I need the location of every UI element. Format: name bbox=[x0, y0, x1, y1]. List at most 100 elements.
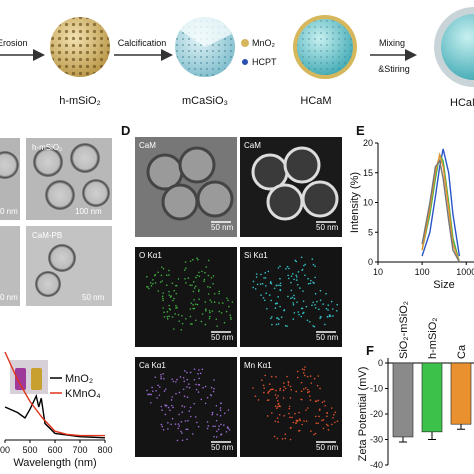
signal-dot bbox=[159, 281, 162, 283]
signal-dot bbox=[300, 390, 303, 393]
signal-dot bbox=[218, 292, 220, 295]
series-line bbox=[4, 351, 105, 437]
signal-dot bbox=[288, 405, 291, 408]
y-tick-label: 0 bbox=[368, 257, 373, 267]
signal-dot bbox=[168, 304, 170, 307]
signal-dot bbox=[271, 316, 273, 318]
signal-dot bbox=[273, 435, 276, 438]
signal-dot bbox=[256, 283, 259, 286]
signal-dot bbox=[168, 269, 170, 272]
signal-dot bbox=[193, 287, 196, 289]
signal-dot bbox=[231, 301, 234, 303]
legend-label: MnO₂ bbox=[252, 38, 276, 48]
panel-letter: D bbox=[121, 123, 130, 138]
signal-dot bbox=[168, 315, 170, 318]
signal-dot bbox=[269, 280, 272, 283]
signal-dot bbox=[274, 394, 277, 396]
signal-dot bbox=[297, 271, 300, 273]
signal-dot bbox=[298, 418, 301, 420]
signal-dot bbox=[215, 419, 218, 422]
signal-dot bbox=[284, 324, 287, 327]
signal-dot bbox=[311, 258, 314, 260]
signal-dot bbox=[216, 325, 218, 327]
signal-dot bbox=[255, 276, 258, 278]
signal-dot bbox=[171, 282, 174, 284]
signal-dot bbox=[280, 316, 283, 318]
signal-dot bbox=[274, 405, 277, 408]
signal-dot bbox=[201, 313, 204, 315]
signal-dot bbox=[269, 388, 272, 391]
signal-dot bbox=[184, 261, 187, 263]
signal-dot bbox=[307, 388, 309, 391]
signal-dot bbox=[276, 317, 279, 319]
signal-dot bbox=[331, 308, 334, 310]
signal-dot bbox=[266, 415, 269, 417]
signal-dot bbox=[316, 300, 318, 303]
signal-dot bbox=[148, 287, 150, 290]
signal-dot bbox=[211, 412, 214, 414]
signal-dot bbox=[193, 402, 196, 405]
scale-bar: 50 nm bbox=[211, 443, 234, 452]
signal-dot bbox=[225, 310, 228, 313]
signal-dot bbox=[295, 276, 298, 278]
image-label: O Kα1 bbox=[139, 251, 162, 260]
x-axis-label: Size bbox=[433, 279, 454, 291]
signal-dot bbox=[270, 317, 272, 320]
signal-dot bbox=[167, 422, 169, 424]
scale-bar: 50 nm bbox=[316, 333, 339, 342]
series-line bbox=[4, 393, 106, 439]
signal-dot bbox=[215, 404, 218, 407]
signal-dot bbox=[210, 276, 213, 279]
signal-dot bbox=[220, 312, 223, 314]
signal-dot bbox=[160, 373, 162, 376]
signal-dot bbox=[312, 263, 315, 266]
signal-dot bbox=[176, 378, 178, 381]
signal-dot bbox=[325, 292, 327, 295]
signal-dot bbox=[193, 307, 196, 310]
signal-dot bbox=[336, 420, 339, 422]
image-label: Mn Kα1 bbox=[244, 361, 272, 370]
signal-dot bbox=[180, 430, 182, 433]
signal-dot bbox=[318, 409, 321, 411]
signal-dot bbox=[170, 295, 173, 297]
signal-dot bbox=[204, 385, 207, 388]
signal-dot bbox=[276, 407, 278, 410]
signal-dot bbox=[213, 292, 216, 295]
signal-dot bbox=[292, 421, 295, 424]
signal-dot bbox=[219, 407, 222, 409]
signal-dot bbox=[264, 374, 267, 377]
signal-dot bbox=[288, 412, 290, 415]
signal-dot bbox=[173, 289, 175, 292]
signal-dot bbox=[171, 378, 173, 380]
signal-dot bbox=[158, 394, 161, 396]
signal-dot bbox=[321, 401, 324, 404]
signal-dot bbox=[178, 425, 181, 427]
signal-dot bbox=[289, 438, 292, 441]
signal-dot bbox=[268, 294, 271, 296]
signal-dot bbox=[196, 303, 199, 306]
signal-dot bbox=[183, 269, 186, 271]
signal-dot bbox=[229, 314, 231, 316]
signal-dot bbox=[174, 313, 176, 315]
y-tick-label: -20 bbox=[370, 409, 383, 419]
signal-dot bbox=[223, 424, 225, 426]
signal-dot bbox=[286, 375, 288, 378]
signal-dot bbox=[293, 311, 296, 314]
signal-dot bbox=[190, 302, 193, 304]
signal-dot bbox=[179, 376, 182, 378]
signal-dot bbox=[316, 384, 319, 387]
signal-dot bbox=[227, 299, 229, 302]
signal-dot bbox=[163, 311, 165, 314]
signal-dot bbox=[162, 299, 164, 302]
signal-dot bbox=[330, 407, 333, 409]
signal-dot bbox=[169, 409, 171, 412]
signal-dot bbox=[305, 420, 308, 422]
signal-dot bbox=[313, 433, 315, 436]
signal-dot bbox=[291, 296, 294, 299]
sphere-pores bbox=[50, 17, 110, 77]
schematic: Erosion h-mSiO₂ Calcification mCaSiO₃ Mn… bbox=[0, 7, 474, 109]
signal-dot bbox=[212, 282, 214, 285]
signal-dot bbox=[175, 304, 177, 307]
signal-dot bbox=[330, 423, 333, 426]
